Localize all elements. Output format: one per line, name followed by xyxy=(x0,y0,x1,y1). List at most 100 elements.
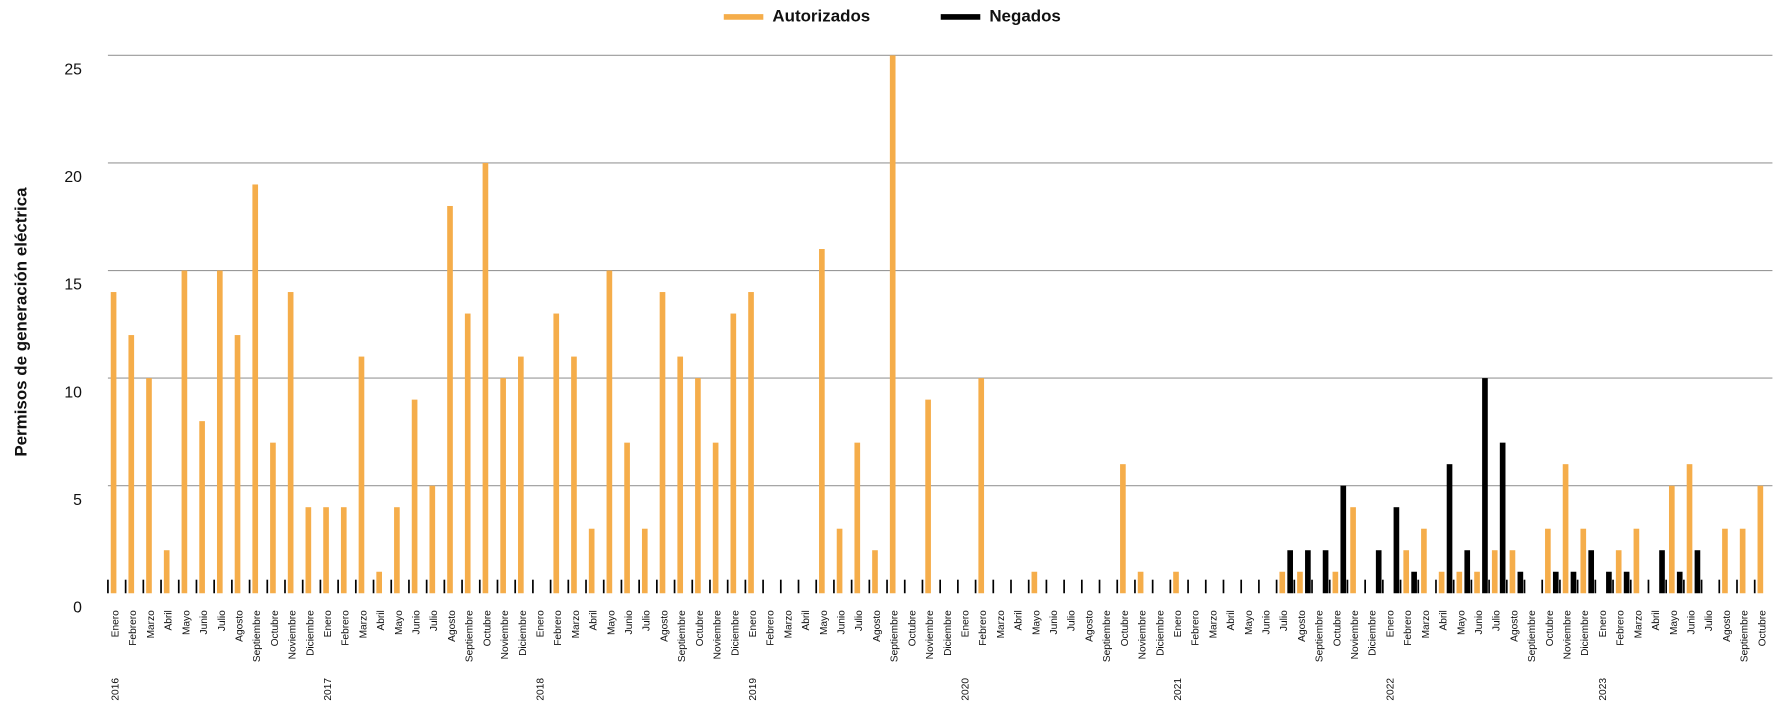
bar xyxy=(1668,485,1675,594)
bar xyxy=(1456,571,1463,594)
bar xyxy=(1570,571,1577,594)
x-tick-label: Septiembre xyxy=(1102,610,1113,662)
x-tick-label: Junio xyxy=(837,610,848,635)
bar xyxy=(270,442,276,594)
x-tick-label: Noviembre xyxy=(500,610,511,659)
year-label: 2020 xyxy=(960,678,971,701)
x-tick-label: Julio xyxy=(217,610,228,631)
x-tick-label: Diciembre xyxy=(730,610,741,656)
year-label: 2016 xyxy=(111,678,122,701)
x-tick-label: Septiembre xyxy=(890,610,901,662)
bar xyxy=(1509,550,1516,594)
x-tick-label: Agosto xyxy=(1509,610,1520,642)
x-tick-label: Marzo xyxy=(996,610,1007,639)
bar xyxy=(1633,528,1640,594)
year-label: 2022 xyxy=(1385,678,1396,701)
x-tick-label: Junio xyxy=(412,610,423,635)
x-tick-label: Febrero xyxy=(553,610,564,646)
bar xyxy=(1739,528,1746,594)
x-tick-label: Abril xyxy=(1439,610,1450,630)
year-label: 2023 xyxy=(1598,678,1609,701)
bar xyxy=(748,292,754,594)
bar xyxy=(641,528,648,594)
x-tick-label: Agosto xyxy=(1722,610,1733,642)
bar xyxy=(872,550,878,594)
bar xyxy=(216,270,223,594)
bar xyxy=(659,292,666,594)
bar xyxy=(1297,571,1303,594)
x-tick-label: Diciembre xyxy=(1580,610,1591,656)
bar xyxy=(889,55,896,594)
x-tick-label: Febrero xyxy=(1403,610,1414,646)
x-tick-label: Noviembre xyxy=(1350,610,1361,659)
x-tick-label: Enero xyxy=(111,610,122,637)
bar xyxy=(730,313,737,594)
bar xyxy=(1499,442,1506,594)
y-tick-label: 5 xyxy=(73,492,82,509)
x-tick-label: Octubre xyxy=(1545,610,1556,646)
x-tick-label: Mayo xyxy=(606,610,617,635)
bar xyxy=(1757,485,1764,594)
legend-label: Negados xyxy=(989,6,1061,25)
bar xyxy=(1287,550,1293,594)
x-tick-label: Enero xyxy=(1385,610,1396,637)
legend-label: Autorizados xyxy=(772,6,870,25)
x-tick-label: Diciembre xyxy=(518,610,529,656)
x-tick-label: Noviembre xyxy=(1563,610,1574,659)
x-tick-label: Junio xyxy=(1261,610,1272,635)
x-tick-label: Mayo xyxy=(1244,610,1255,635)
x-tick-label: Agosto xyxy=(872,610,883,642)
x-tick-label: Abril xyxy=(376,610,387,630)
x-tick-label: Julio xyxy=(854,610,865,631)
bar xyxy=(447,205,453,594)
bar xyxy=(1623,571,1630,594)
x-tick-label: Abril xyxy=(1014,610,1025,630)
x-tick-label: Junio xyxy=(199,610,210,635)
x-tick-label: Octubre xyxy=(1332,610,1343,646)
bar xyxy=(925,399,931,594)
bar xyxy=(1438,571,1445,594)
bar xyxy=(1686,464,1693,594)
bar xyxy=(819,249,825,594)
year-label: 2021 xyxy=(1173,678,1184,701)
x-tick-label: Julio xyxy=(429,610,440,631)
bar xyxy=(1659,550,1665,594)
bar xyxy=(836,528,843,594)
x-tick-label: Octubre xyxy=(1757,610,1768,646)
bar xyxy=(464,313,471,594)
bar xyxy=(1421,528,1427,594)
bar xyxy=(624,442,630,594)
x-tick-label: Agosto xyxy=(234,610,245,642)
x-tick-label: Diciembre xyxy=(305,610,316,656)
x-tick-label: Marzo xyxy=(358,610,369,639)
x-tick-label: Noviembre xyxy=(288,610,299,659)
x-tick-label: Septiembre xyxy=(1740,610,1751,662)
bar xyxy=(394,507,400,594)
bar xyxy=(1340,485,1347,594)
y-axis-title: Permisos de generación eléctrica xyxy=(12,187,31,457)
x-tick-label: Abril xyxy=(589,610,600,630)
x-tick-label: Diciembre xyxy=(1368,610,1379,656)
bar xyxy=(1322,550,1329,594)
x-tick-label: Abril xyxy=(1226,610,1237,630)
bar xyxy=(482,162,489,594)
x-tick-label: Febrero xyxy=(128,610,139,646)
x-tick-label: Agosto xyxy=(1297,610,1308,642)
x-tick-label: Noviembre xyxy=(713,610,724,659)
bar xyxy=(1173,571,1179,594)
bar xyxy=(128,335,135,594)
year-label: 2018 xyxy=(535,678,546,701)
x-tick-label: Septiembre xyxy=(465,610,476,662)
bar xyxy=(163,550,170,594)
x-tick-label: Mayo xyxy=(1456,610,1467,635)
x-tick-label: Marzo xyxy=(783,610,794,639)
bar xyxy=(1411,571,1417,594)
bar xyxy=(1474,571,1480,594)
x-tick-label: Septiembre xyxy=(252,610,263,662)
x-tick-label: Agosto xyxy=(1084,610,1095,642)
bar xyxy=(571,356,577,594)
x-tick-label: Mayo xyxy=(394,610,405,635)
x-tick-label: Febrero xyxy=(766,610,777,646)
x-tick-label: Enero xyxy=(1598,610,1609,637)
